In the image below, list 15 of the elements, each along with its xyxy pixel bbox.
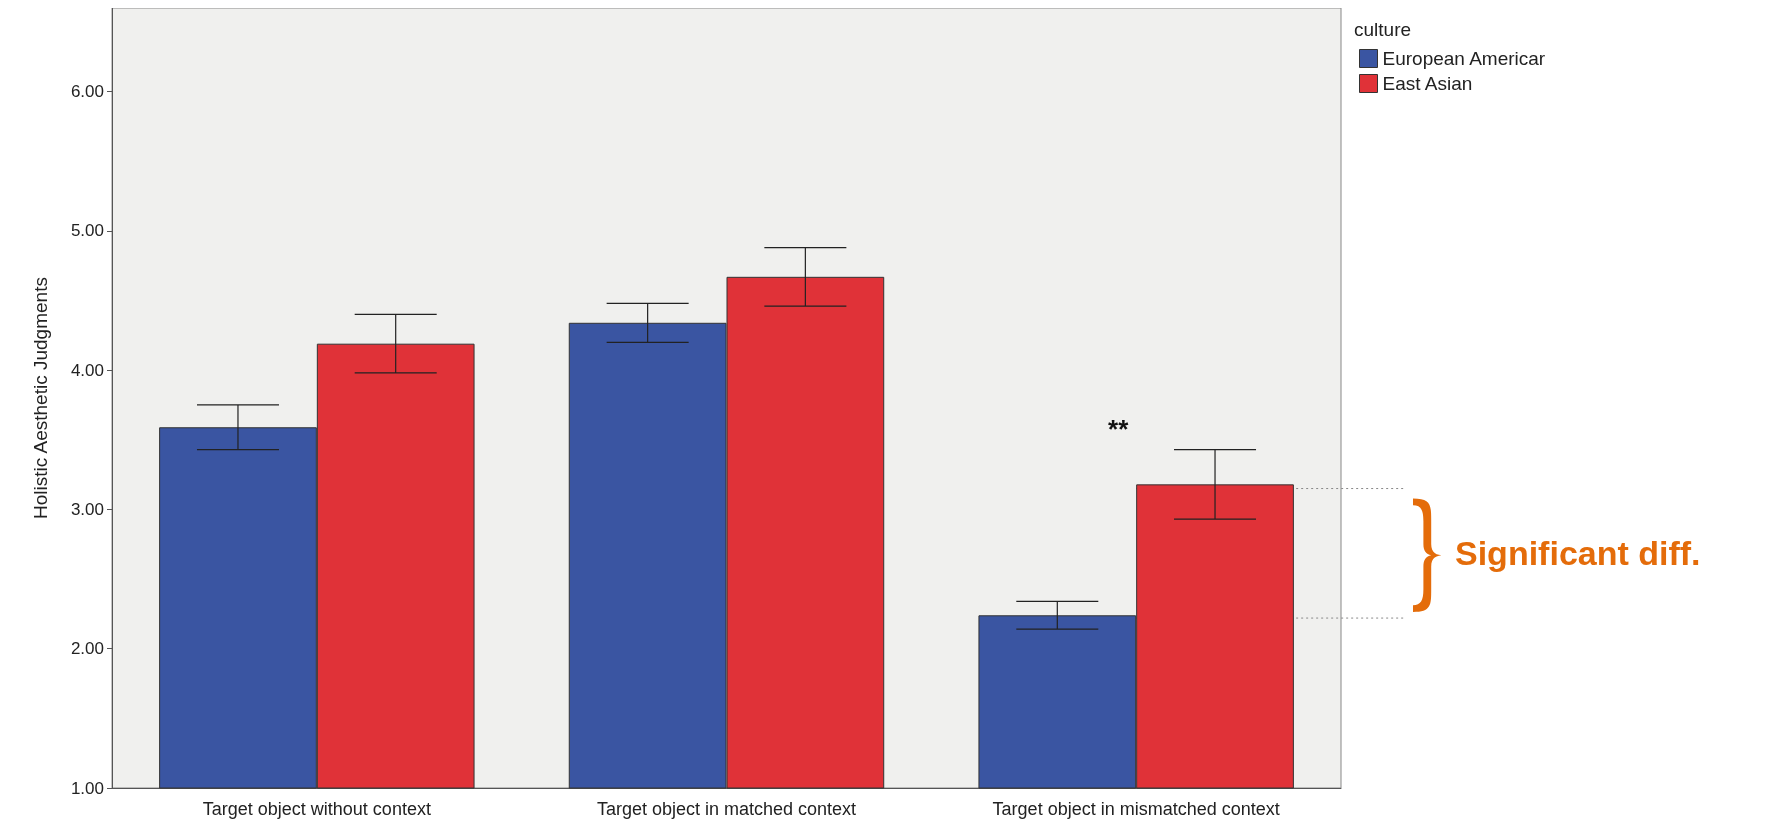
y-tick-label: 4.00	[70, 360, 104, 380]
x-tick-label: Target object in mismatched context	[992, 799, 1280, 819]
legend-label: European Americar	[1382, 48, 1546, 69]
text: Significant diff.	[1455, 534, 1701, 573]
y-tick-label: 6.00	[70, 82, 104, 102]
annotation: **	[1108, 414, 1130, 445]
y-tick-label: 5.00	[70, 221, 104, 241]
y-tick-label: 2.00	[70, 639, 104, 659]
x-tick-label: Target object without context	[202, 799, 431, 819]
y-axis-title: Holistic Aesthetic Judgments	[30, 277, 51, 519]
x-tick-label: Target object in matched context	[596, 799, 857, 819]
legend-title: culture	[1354, 19, 1412, 40]
y-tick-label: 3.00	[70, 499, 104, 519]
y-tick-label: 1.00	[70, 778, 104, 798]
legend-label: East Asian	[1382, 73, 1473, 94]
